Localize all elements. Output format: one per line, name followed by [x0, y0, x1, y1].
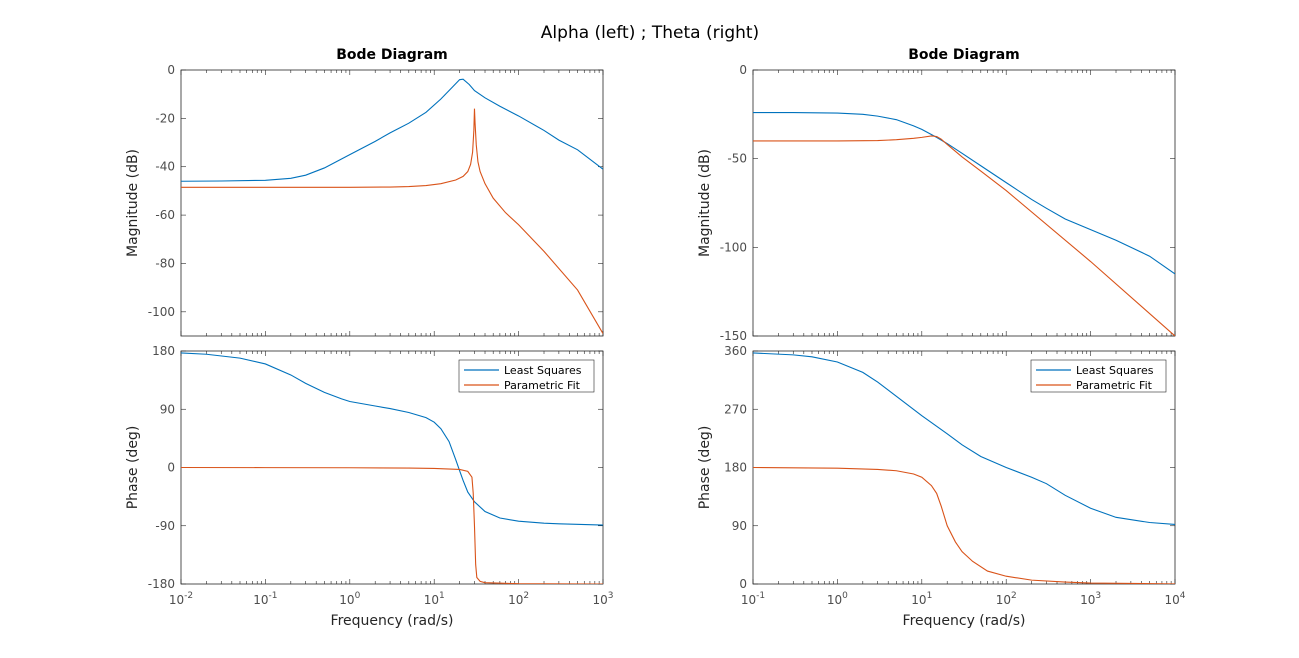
y-tick-label: -60 — [155, 208, 175, 222]
x-tick-base: 10 — [508, 593, 523, 607]
x-tick-exponent: 3 — [608, 591, 614, 601]
right-magnitude-plot: 0 -50 -100 -150 Bode Diagram Magnitude (dB) — [697, 47, 1176, 343]
legend-box — [1030, 359, 1167, 393]
x-tick-label: 10-2 — [169, 591, 193, 607]
x-tick-label: 103 — [592, 591, 613, 607]
x-tick-label: 104 — [1164, 591, 1185, 607]
y-tick-label: 0 — [167, 63, 175, 77]
y-tick-label: 360 — [724, 344, 747, 358]
x-tick-exponent: 2 — [1011, 591, 1017, 601]
y-tick-label: -80 — [155, 256, 175, 270]
x-tick-exponent: 1 — [439, 591, 445, 601]
legend-entry-1: Least Squares — [504, 364, 582, 377]
x-tick-label: 10-1 — [253, 591, 277, 607]
x-tick-base: 10 — [741, 593, 756, 607]
x-tick-label: 102 — [508, 591, 529, 607]
y-tick-label: -180 — [148, 577, 175, 591]
x-tick-exponent: -2 — [184, 591, 193, 601]
axes-box — [752, 69, 1176, 337]
y-tick-label: -20 — [155, 111, 175, 125]
series-line-1 — [753, 352, 1175, 526]
x-tick-exponent: -1 — [756, 591, 765, 601]
y-axis-label: Phase (deg) — [125, 426, 141, 510]
y-tick-label: 90 — [732, 519, 747, 533]
series-line-2 — [181, 108, 603, 334]
x-tick-exponent: 0 — [842, 591, 848, 601]
y-tick-label: 180 — [724, 461, 747, 475]
series-line-1 — [753, 112, 1175, 275]
x-tick-base: 10 — [169, 593, 184, 607]
x-tick-exponent: -1 — [269, 591, 278, 601]
series-line-1 — [181, 78, 603, 182]
x-tick-base: 10 — [592, 593, 607, 607]
y-tick-label: 270 — [724, 402, 747, 416]
legend: Least Squares Parametric Fit — [458, 359, 595, 393]
y-tick-label: 0 — [739, 63, 747, 77]
y-tick-label: -100 — [720, 240, 747, 254]
x-tick-label: 100 — [827, 591, 848, 607]
x-tick-label: 100 — [339, 591, 360, 607]
plot-title: Bode Diagram — [908, 47, 1020, 63]
legend-entry-2: Parametric Fit — [1076, 379, 1153, 392]
x-tick-base: 10 — [339, 593, 354, 607]
y-tick-label: -150 — [720, 329, 747, 343]
y-tick-label: 180 — [152, 344, 175, 358]
legend-box — [458, 359, 595, 393]
x-tick-exponent: 2 — [523, 591, 529, 601]
x-tick-label: 102 — [996, 591, 1017, 607]
x-tick-base: 10 — [424, 593, 439, 607]
series-line-2 — [181, 466, 603, 584]
series-line-2 — [753, 135, 1175, 336]
x-tick-label: 103 — [1080, 591, 1101, 607]
x-tick-label: 101 — [911, 591, 932, 607]
x-tick-base: 10 — [1164, 593, 1179, 607]
y-axis-label: Phase (deg) — [697, 426, 713, 510]
x-axis-label: Frequency (rad/s) — [903, 613, 1026, 629]
x-tick-base: 10 — [827, 593, 842, 607]
x-tick-label: 10-1 — [741, 591, 765, 607]
x-tick-base: 10 — [996, 593, 1011, 607]
y-tick-label: -90 — [155, 519, 175, 533]
y-tick-label: 0 — [167, 461, 175, 475]
x-tick-exponent: 1 — [927, 591, 933, 601]
x-tick-base: 10 — [253, 593, 268, 607]
plot-title: Bode Diagram — [336, 47, 448, 63]
y-tick-label: 90 — [160, 402, 175, 416]
y-tick-label: -50 — [727, 152, 747, 166]
figure-suptitle: Alpha (left) ; Theta (right) — [541, 23, 759, 43]
legend-entry-1: Least Squares — [1076, 364, 1154, 377]
left-magnitude-plot: 0 -20 -40 -60 -80 -100 Bode Diagram Magnitude (… — [125, 47, 604, 337]
x-tick-exponent: 4 — [1180, 591, 1186, 601]
x-tick-base: 10 — [1080, 593, 1095, 607]
axes-box — [180, 69, 604, 337]
legend-entry-2: Parametric Fit — [504, 379, 581, 392]
y-axis-label: Magnitude (dB) — [697, 149, 713, 257]
y-tick-label: -100 — [148, 305, 175, 319]
legend: Least Squares Parametric Fit — [1030, 359, 1167, 393]
y-tick-label: 0 — [739, 577, 747, 591]
x-axis-label: Frequency (rad/s) — [331, 613, 454, 629]
y-axis-label: Magnitude (dB) — [125, 149, 141, 257]
x-tick-exponent: 3 — [1095, 591, 1101, 601]
series-line-2 — [753, 466, 1175, 584]
series-line-1 — [181, 352, 603, 526]
x-tick-exponent: 0 — [355, 591, 361, 601]
y-tick-label: -40 — [155, 160, 175, 174]
x-tick-base: 10 — [911, 593, 926, 607]
x-tick-label: 101 — [424, 591, 445, 607]
